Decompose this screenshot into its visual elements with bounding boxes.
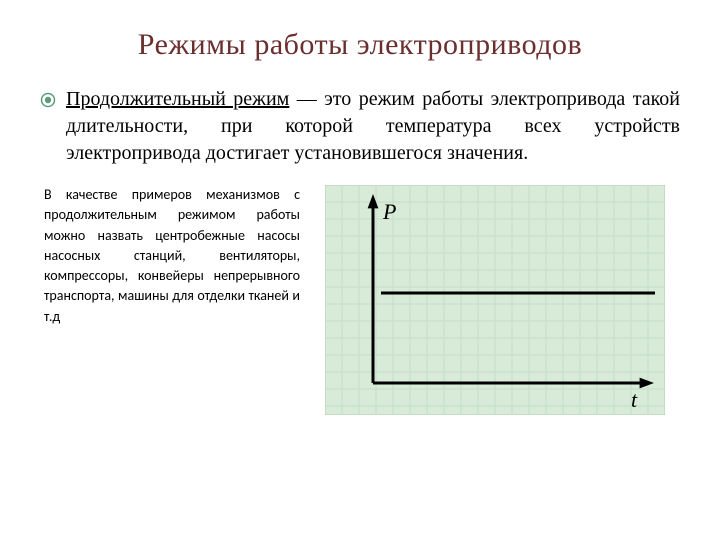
svg-text:P: P <box>382 199 396 224</box>
chart-container: Pt <box>310 185 680 415</box>
definition-paragraph: Продолжительный режим — это режим работы… <box>40 86 680 167</box>
slide-title: Режимы работы электроприводов <box>40 28 680 62</box>
lower-row: В качестве примеров механизмов с продолж… <box>40 185 680 415</box>
definition-term: Продолжительный режим <box>66 88 289 110</box>
svg-text:t: t <box>631 387 638 412</box>
examples-text: В качестве примеров механизмов с продолж… <box>40 185 300 327</box>
power-time-chart: Pt <box>325 185 665 415</box>
slide: Режимы работы электроприводов Продолжите… <box>0 0 720 540</box>
bullet-icon <box>40 92 56 108</box>
